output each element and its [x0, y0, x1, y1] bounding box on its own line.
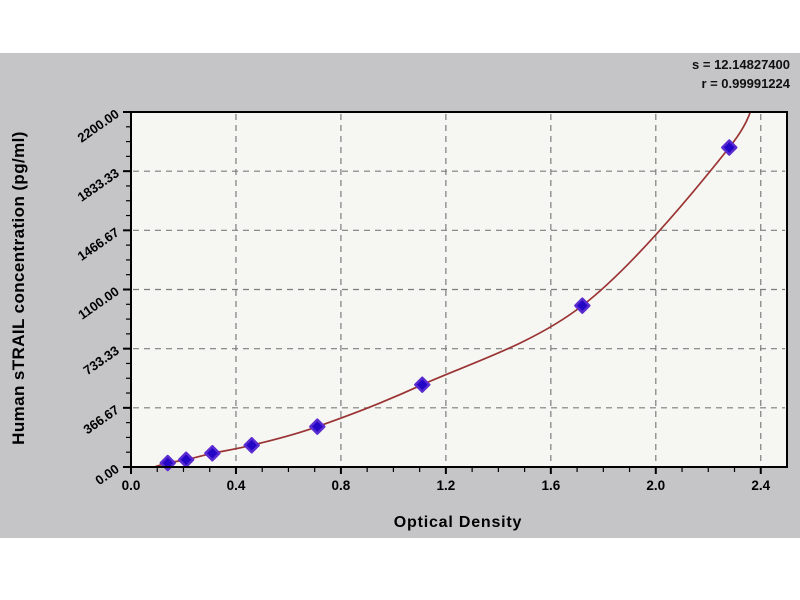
- fit-stat-s: s = 12.14827400: [692, 57, 790, 72]
- y-tick-label: 733.33: [81, 343, 122, 378]
- x-tick-label: 1.6: [541, 478, 560, 493]
- x-tick-label: 2.4: [751, 478, 770, 493]
- fit-stat-r: r = 0.99991224: [701, 76, 790, 91]
- data-point-marker: [414, 376, 431, 393]
- data-point-marker: [204, 445, 221, 462]
- y-tick-label: 366.67: [81, 402, 122, 437]
- y-tick-label: 0.00: [92, 461, 121, 488]
- data-point-marker: [159, 454, 176, 472]
- data-point-marker: [574, 297, 591, 314]
- y-tick-label: 1100.00: [75, 284, 122, 323]
- x-tick-label: 0.0: [122, 478, 141, 493]
- y-tick-label: 1466.67: [75, 225, 122, 264]
- data-point-marker: [243, 437, 260, 454]
- y-tick-label: 2200.00: [75, 106, 122, 145]
- x-tick-label: 1.2: [436, 478, 455, 493]
- y-tick-label: 1833.33: [75, 165, 122, 204]
- x-tick-label: 2.0: [646, 478, 665, 493]
- x-tick-label: 0.8: [332, 478, 351, 493]
- data-point-marker: [309, 418, 326, 435]
- y-axis-title: Human sTRAIL concentration (pg/ml): [9, 131, 28, 445]
- fit-statistics: s = 12.14827400 r = 0.99991224: [692, 55, 790, 93]
- plot-border: [130, 111, 788, 468]
- data-point-marker: [721, 139, 738, 156]
- x-axis-title: Optical Density: [393, 514, 523, 531]
- x-tick-label: 0.4: [227, 478, 246, 493]
